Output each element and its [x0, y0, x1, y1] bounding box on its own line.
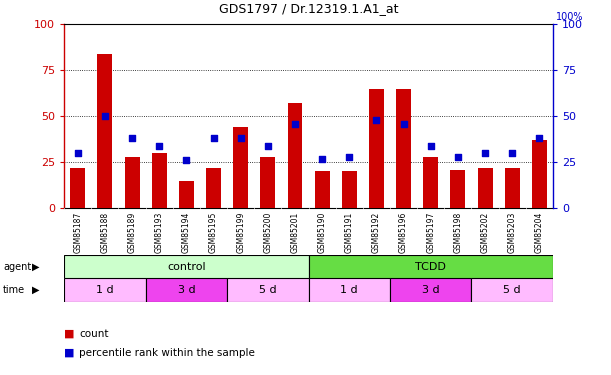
Text: GSM85198: GSM85198 — [453, 212, 463, 253]
Bar — [532, 140, 547, 208]
Point — [453, 154, 463, 160]
FancyBboxPatch shape — [227, 278, 309, 302]
Text: GSM85193: GSM85193 — [155, 212, 164, 253]
Point — [181, 158, 191, 164]
Text: GSM85199: GSM85199 — [236, 212, 245, 253]
Text: 3 d: 3 d — [178, 285, 195, 295]
Point — [399, 121, 409, 127]
Text: GSM85194: GSM85194 — [182, 212, 191, 253]
Text: GSM85197: GSM85197 — [426, 212, 435, 253]
Text: GSM85202: GSM85202 — [481, 212, 489, 253]
Text: GSM85190: GSM85190 — [318, 212, 327, 253]
Point — [263, 142, 273, 148]
Bar — [369, 89, 384, 208]
Text: GSM85192: GSM85192 — [372, 212, 381, 253]
Text: 100%: 100% — [556, 12, 584, 22]
Bar — [125, 157, 139, 208]
Text: GSM85188: GSM85188 — [100, 212, 109, 253]
Text: percentile rank within the sample: percentile rank within the sample — [79, 348, 255, 357]
Text: 3 d: 3 d — [422, 285, 439, 295]
Text: ▶: ▶ — [32, 285, 39, 295]
Text: ■: ■ — [64, 329, 75, 339]
Text: GSM85189: GSM85189 — [128, 212, 136, 253]
Bar — [233, 127, 248, 208]
Point — [127, 135, 137, 141]
Text: count: count — [79, 329, 109, 339]
Point — [426, 142, 436, 148]
Text: GSM85201: GSM85201 — [290, 212, 299, 253]
Bar — [152, 153, 167, 208]
Bar — [423, 157, 438, 208]
FancyBboxPatch shape — [64, 278, 145, 302]
Bar — [342, 171, 357, 208]
FancyBboxPatch shape — [145, 278, 227, 302]
Text: GSM85191: GSM85191 — [345, 212, 354, 253]
Text: agent: agent — [3, 262, 31, 272]
Point — [535, 135, 544, 141]
Bar — [260, 157, 276, 208]
Point — [371, 117, 381, 123]
FancyBboxPatch shape — [390, 278, 472, 302]
FancyBboxPatch shape — [472, 278, 553, 302]
Text: 1 d: 1 d — [96, 285, 114, 295]
Text: GSM85204: GSM85204 — [535, 212, 544, 253]
Bar — [396, 89, 411, 208]
Bar — [450, 170, 466, 208]
Text: control: control — [167, 262, 206, 272]
Text: GDS1797 / Dr.12319.1.A1_at: GDS1797 / Dr.12319.1.A1_at — [219, 2, 398, 15]
Bar — [478, 168, 492, 208]
Bar — [97, 54, 112, 208]
Point — [155, 142, 164, 148]
Point — [317, 156, 327, 162]
Text: time: time — [3, 285, 25, 295]
Text: GSM85203: GSM85203 — [508, 212, 517, 253]
Point — [208, 135, 218, 141]
Point — [73, 150, 82, 156]
Bar — [505, 168, 520, 208]
Bar — [206, 168, 221, 208]
Text: 5 d: 5 d — [503, 285, 521, 295]
Text: TCDD: TCDD — [415, 262, 446, 272]
Bar — [315, 171, 329, 208]
Point — [100, 113, 110, 119]
Bar — [288, 104, 302, 208]
Point — [480, 150, 490, 156]
Point — [290, 121, 300, 127]
Text: ■: ■ — [64, 348, 75, 357]
FancyBboxPatch shape — [64, 255, 309, 278]
Bar — [179, 181, 194, 208]
Text: GSM85196: GSM85196 — [399, 212, 408, 253]
FancyBboxPatch shape — [309, 255, 553, 278]
Point — [345, 154, 354, 160]
Text: GSM85200: GSM85200 — [263, 212, 273, 253]
Bar — [70, 168, 85, 208]
Text: GSM85195: GSM85195 — [209, 212, 218, 253]
Text: ▶: ▶ — [32, 262, 39, 272]
Text: 1 d: 1 d — [340, 285, 358, 295]
Text: GSM85187: GSM85187 — [73, 212, 82, 253]
Text: 5 d: 5 d — [259, 285, 277, 295]
Point — [507, 150, 517, 156]
FancyBboxPatch shape — [309, 278, 390, 302]
Point — [236, 135, 246, 141]
